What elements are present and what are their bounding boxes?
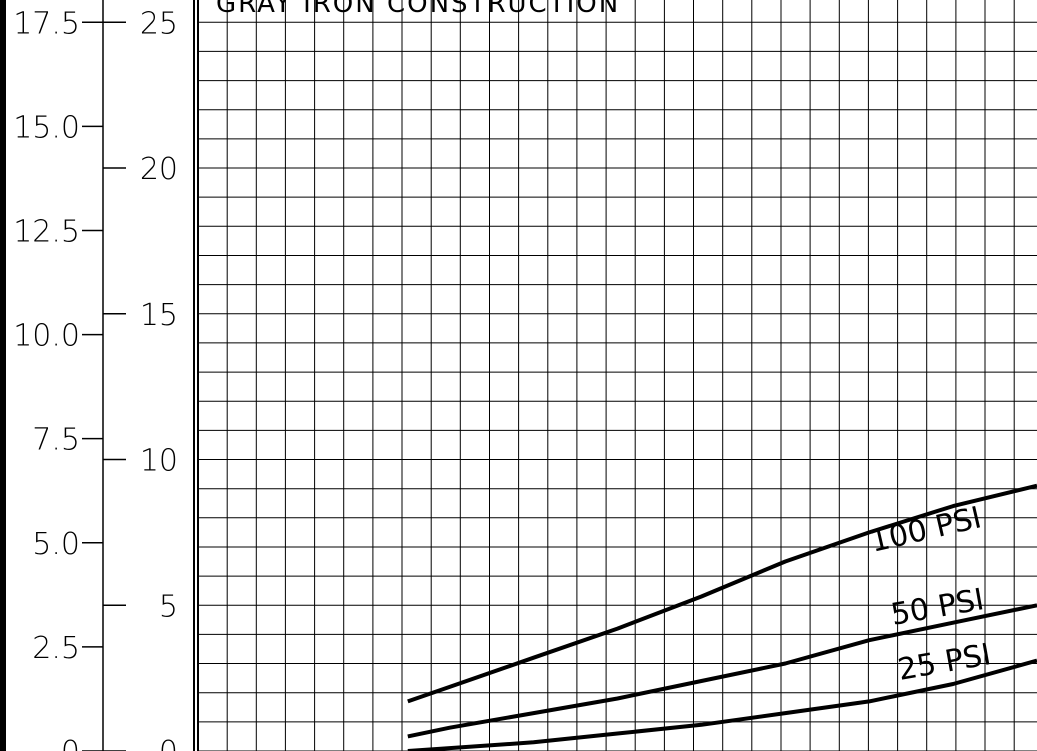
series-label: 100 PSI (867, 500, 985, 559)
y-axis-left: 0 2.5 5.0 7.5 10.0 12.5 15.0 17.5 (13, 6, 103, 751)
series-line (407, 658, 1037, 751)
series-label: 50 PSI (888, 582, 986, 633)
y2-tick-label: 15.0 (13, 110, 80, 145)
series-line (407, 483, 1037, 704)
chart-title: GRAY IRON CONSTRUCTION (216, 0, 620, 19)
plot-frame (193, 0, 199, 751)
y2-tick-label: 12.5 (13, 214, 80, 249)
series-line (407, 603, 1037, 739)
y-tick-label: 15 (140, 298, 178, 333)
grid-lines (198, 0, 1037, 751)
series-label: 25 PSI (895, 637, 993, 688)
y2-tick-label: 17.5 (13, 6, 80, 41)
y2-tick-label: 5.0 (32, 527, 80, 562)
y-tick-label: 25 (140, 6, 178, 41)
y-tick-label: 0 (159, 735, 178, 751)
y2-tick-label: 0 (61, 735, 80, 751)
y-tick-label: 5 (159, 589, 178, 624)
y2-tick-label: 10.0 (13, 319, 80, 354)
y-tick-label: 20 (140, 152, 178, 187)
y-axis-primary: 0 5 10 15 20 25 (102, 0, 178, 751)
chart-paper (6, 0, 1037, 751)
y2-tick-label: 2.5 (32, 631, 80, 666)
y-tick-label: 10 (140, 444, 178, 479)
y2-tick-label: 7.5 (32, 423, 80, 458)
